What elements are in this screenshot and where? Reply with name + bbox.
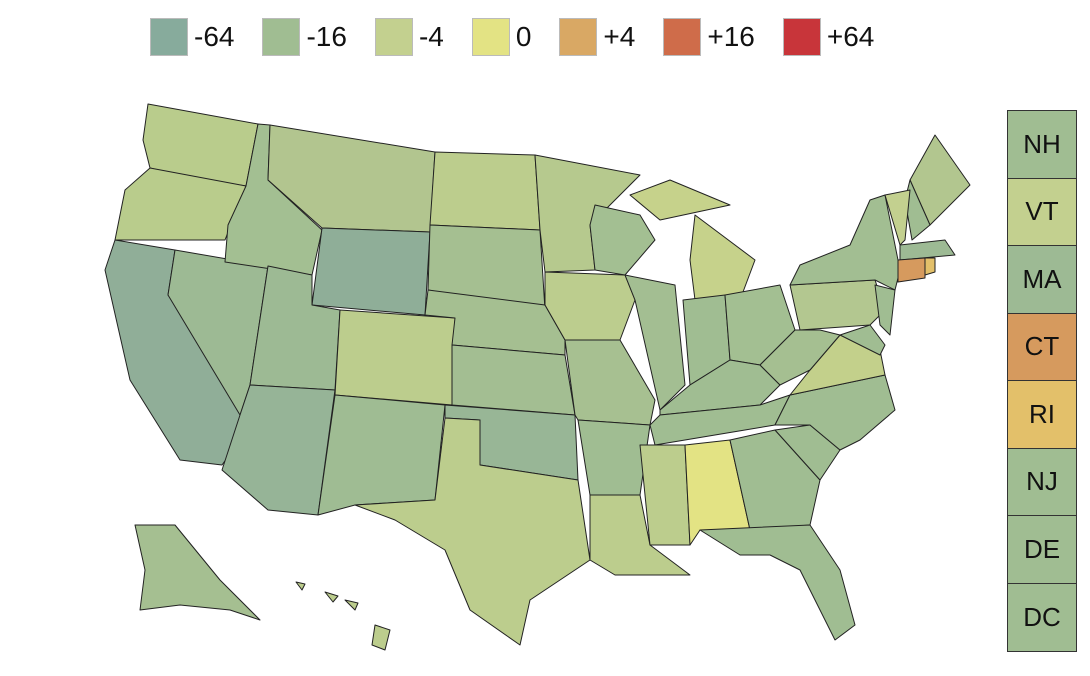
legend-swatch bbox=[782, 18, 821, 56]
state-shape bbox=[884, 189, 911, 246]
legend-item: -16 bbox=[262, 18, 347, 56]
state-shape bbox=[429, 151, 541, 231]
legend-swatch bbox=[262, 18, 301, 56]
state-shape bbox=[344, 599, 359, 611]
legend-item: -4 bbox=[374, 18, 444, 56]
state-shape bbox=[354, 417, 591, 646]
state-shape bbox=[789, 279, 886, 331]
state-shape bbox=[699, 524, 856, 641]
state-shape bbox=[564, 339, 656, 426]
legend-item: +16 bbox=[663, 18, 755, 56]
legend-label: +4 bbox=[603, 21, 636, 52]
state-shape bbox=[334, 309, 456, 406]
state-shape bbox=[624, 274, 686, 411]
state-box: CT bbox=[1008, 313, 1076, 381]
state-shape bbox=[629, 179, 731, 221]
legend-label: -64 bbox=[194, 21, 235, 52]
state-shape bbox=[789, 194, 901, 291]
legend: -64 -16 -4 0 +4 +16 +64 bbox=[150, 18, 874, 56]
state-shape bbox=[371, 624, 391, 651]
legend-label: -16 bbox=[306, 21, 347, 52]
state-box: RI bbox=[1008, 381, 1076, 449]
legend-item: +4 bbox=[559, 18, 635, 56]
small-states-panel: NH VT MA CT RI NJ DE DC bbox=[1007, 110, 1077, 652]
state-box: DC bbox=[1008, 583, 1076, 651]
state-shape bbox=[639, 444, 691, 546]
state-shape bbox=[874, 284, 896, 336]
legend-item: 0 bbox=[471, 18, 532, 56]
legend-label: -4 bbox=[418, 21, 444, 52]
state-box: MA bbox=[1008, 246, 1076, 314]
state-shape bbox=[689, 214, 756, 301]
state-shape bbox=[924, 257, 936, 276]
state-box: NH bbox=[1008, 111, 1076, 179]
legend-label: +64 bbox=[826, 21, 875, 52]
legend-swatch bbox=[374, 18, 413, 56]
state-shape bbox=[577, 419, 651, 496]
legend-swatch bbox=[150, 18, 188, 56]
legend-item: -64 bbox=[150, 18, 234, 56]
legend-swatch bbox=[663, 18, 702, 56]
state-shape bbox=[759, 329, 841, 386]
legend-label: +16 bbox=[707, 21, 755, 52]
state-shape bbox=[114, 167, 247, 241]
us-map bbox=[104, 103, 971, 651]
state-box: NJ bbox=[1008, 448, 1076, 516]
state-shape bbox=[451, 344, 576, 416]
legend-swatch bbox=[559, 18, 598, 56]
state-shape bbox=[897, 257, 926, 283]
state-shape bbox=[839, 324, 886, 356]
state-shape bbox=[295, 581, 306, 591]
state-box: VT bbox=[1008, 178, 1076, 246]
state-shape bbox=[589, 204, 656, 276]
state-shape bbox=[899, 239, 956, 261]
state-shape bbox=[317, 394, 446, 516]
legend-swatch bbox=[471, 18, 510, 56]
state-shape bbox=[589, 494, 691, 576]
state-shape bbox=[324, 591, 339, 603]
legend-item: +64 bbox=[782, 18, 875, 56]
state-shape bbox=[134, 524, 261, 621]
state-box: DE bbox=[1008, 516, 1076, 584]
state-shape bbox=[311, 227, 431, 316]
legend-label: 0 bbox=[515, 21, 532, 52]
